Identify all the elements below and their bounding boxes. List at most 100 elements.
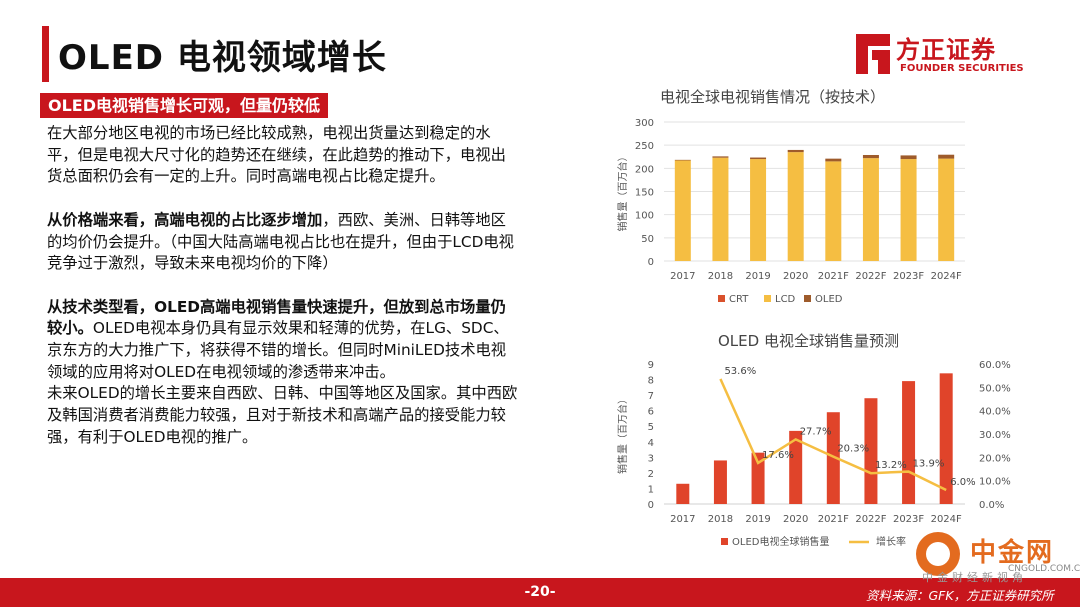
chart2-data-label: 17.6%	[762, 450, 794, 461]
chart2-xtick: 2022F	[855, 514, 886, 525]
chart2-xtick: 2019	[745, 514, 770, 525]
chart1-ytick: 0	[648, 257, 654, 268]
paragraph-1: 在大部分地区电视的市场已经比较成熟，电视出货量达到稳定的水平，但是电视大尺寸化的…	[47, 124, 506, 186]
watermark-name: 中金网	[970, 538, 1055, 568]
chart1-bar-oled	[825, 158, 842, 162]
chart1-bar-oled	[900, 155, 917, 160]
logo-name: 方正证券	[896, 36, 996, 64]
chart2-bar	[751, 452, 765, 504]
logo-subtitle: FOUNDER SECURITIES	[900, 63, 1024, 74]
paragraph-2-rest: ，西欧、美洲、日韩等地区的均价仍会提升。（中国大陆高端电视占比也在提升，但由于L…	[47, 210, 514, 273]
chart2-y2tick: 50.0%	[979, 383, 1011, 394]
chart2-ytick: 5	[648, 422, 654, 433]
cngold-watermark: 中金网 CNGOLD.COM.CN	[906, 530, 1080, 578]
chart2-ytick: 0	[648, 500, 654, 511]
chart2-ylabel: 销售量（百万台）	[616, 394, 629, 474]
chart2-ytick: 3	[648, 453, 654, 464]
chart2-title: OLED 电视全球销售量预测	[718, 332, 899, 350]
chart1-ytick: 150	[635, 188, 654, 199]
chart2-ytick: 6	[648, 407, 654, 418]
section-subtitle: OLED电视销售增长可观，但量仍较低	[40, 93, 329, 118]
chart2-bar	[826, 412, 840, 504]
paragraph-3: 从技术类型看，OLED高端电视销售量快速提升，但放到总市场量仍较小。OLED电视…	[47, 297, 519, 384]
chart1-bar-lcd	[938, 158, 955, 261]
chart2-y2tick: 20.0%	[979, 453, 1011, 464]
paragraph-2: 从价格端来看，高端电视的占比逐步增加，西欧、美洲、日韩等地区的均价仍会提升。（中…	[47, 210, 519, 275]
chart2-y2tick: 40.0%	[979, 407, 1011, 418]
chart1-ytick: 300	[635, 118, 654, 129]
chart2-bar	[789, 430, 803, 504]
chart1-legend-swatch	[764, 295, 771, 302]
founder-logo: 方正证券 FOUNDER SECURITIES	[850, 30, 1040, 80]
chart2-ytick: 2	[648, 469, 654, 480]
chart2-bar	[713, 460, 727, 504]
chart2-ytick: 8	[648, 376, 654, 387]
chart1-xtick: 2019	[745, 271, 770, 282]
body-text: 在大部分地区电视的市场已经比较成熟，电视出货量达到稳定的水平，但是电视大尺寸化的…	[47, 123, 519, 449]
chart1-bar-lcd	[712, 157, 729, 261]
chart1-bar-oled	[787, 149, 804, 153]
chart1-bar-lcd	[862, 158, 879, 261]
chart1-xtick: 2017	[670, 271, 695, 282]
chart2-ytick: 7	[648, 391, 654, 402]
chart1-title: 电视全球电视销售情况（按技术）	[660, 88, 886, 106]
chart2-data-label: 13.2%	[875, 460, 907, 471]
chart1-legend-label: CRT	[729, 294, 749, 305]
chart2-xtick: 2024F	[931, 514, 962, 525]
chart1-xtick: 2024F	[931, 271, 962, 282]
chart2-xtick: 2021F	[818, 514, 849, 525]
chart1-legend-swatch	[718, 295, 725, 302]
chart2-data-label: 13.9%	[913, 459, 945, 470]
chart2-legend-label-line: 增长率	[876, 535, 906, 548]
chart2-xtick: 2023F	[893, 514, 924, 525]
chart2-growth-line	[719, 378, 947, 492]
chart1-ytick: 50	[641, 234, 654, 245]
chart2-data-label: 27.7%	[800, 426, 832, 437]
founder-logo-mark-icon	[856, 34, 890, 74]
chart1-xtick: 2018	[708, 271, 733, 282]
page-number: -20-	[524, 584, 556, 600]
chart1-xtick: 2020	[783, 271, 808, 282]
title-accent-bar	[42, 26, 49, 82]
chart1-bar-lcd	[825, 161, 842, 261]
chart1-legend-swatch	[804, 295, 811, 302]
watermark-slogan: 中金财经新视角	[922, 571, 1027, 584]
chart1-bar-lcd	[750, 159, 767, 261]
chart1-ytick: 200	[635, 164, 654, 175]
chart2-xtick: 2018	[708, 514, 733, 525]
chart1-ylabel: 销售量（百万台）	[616, 152, 629, 232]
chart2-data-label: 53.6%	[724, 366, 756, 377]
chart1-bar-lcd	[787, 152, 804, 261]
chart1-xtick: 2023F	[893, 271, 924, 282]
chart2-bar	[676, 483, 690, 504]
chart1-legend-label: OLED	[815, 294, 843, 305]
chart2-legend-label-bar: OLED电视全球销售量	[732, 535, 829, 548]
chart2-bar	[939, 373, 953, 504]
chart1-xtick: 2021F	[818, 271, 849, 282]
paragraph-4: 未来OLED的增长主要来自西欧、日韩、中国等地区及国家。其中西欧及韩国消费者消费…	[47, 384, 518, 446]
chart1-ytick: 250	[635, 141, 654, 152]
chart2-ytick: 4	[648, 438, 654, 449]
chart1-xtick: 2022F	[855, 271, 886, 282]
chart2-bar	[864, 398, 878, 504]
chart1-bar-oled	[712, 156, 729, 158]
chart2-bar	[902, 381, 916, 504]
chart1-bar-oled	[674, 159, 691, 161]
footer-bar	[0, 578, 1080, 607]
chart1-ytick: 100	[635, 211, 654, 222]
paragraph-3-rest: OLED电视本身仍具有显示效果和轻薄的优势，在LG、SDC、京东方的大力推广下，…	[47, 319, 509, 381]
paragraph-2-bold: 从价格端来看，高端电视的占比逐步增加	[47, 210, 323, 229]
chart2-ytick: 9	[648, 360, 654, 371]
chart1-bar-oled	[750, 157, 767, 160]
chart2-y2tick: 10.0%	[979, 477, 1011, 488]
chart1-bar-lcd	[674, 160, 691, 261]
chart1-bar-oled	[862, 154, 879, 159]
chart1-bar-oled	[938, 154, 955, 159]
chart1-legend-label: LCD	[775, 294, 796, 305]
chart2-data-label: 6.0%	[950, 477, 975, 488]
chart2-y2tick: 0.0%	[979, 500, 1004, 511]
chart2-y2tick: 30.0%	[979, 430, 1011, 441]
watermark-url: CNGOLD.COM.CN	[1008, 564, 1080, 574]
chart2-ytick: 1	[648, 484, 654, 495]
chart1-bar-lcd	[900, 159, 917, 261]
